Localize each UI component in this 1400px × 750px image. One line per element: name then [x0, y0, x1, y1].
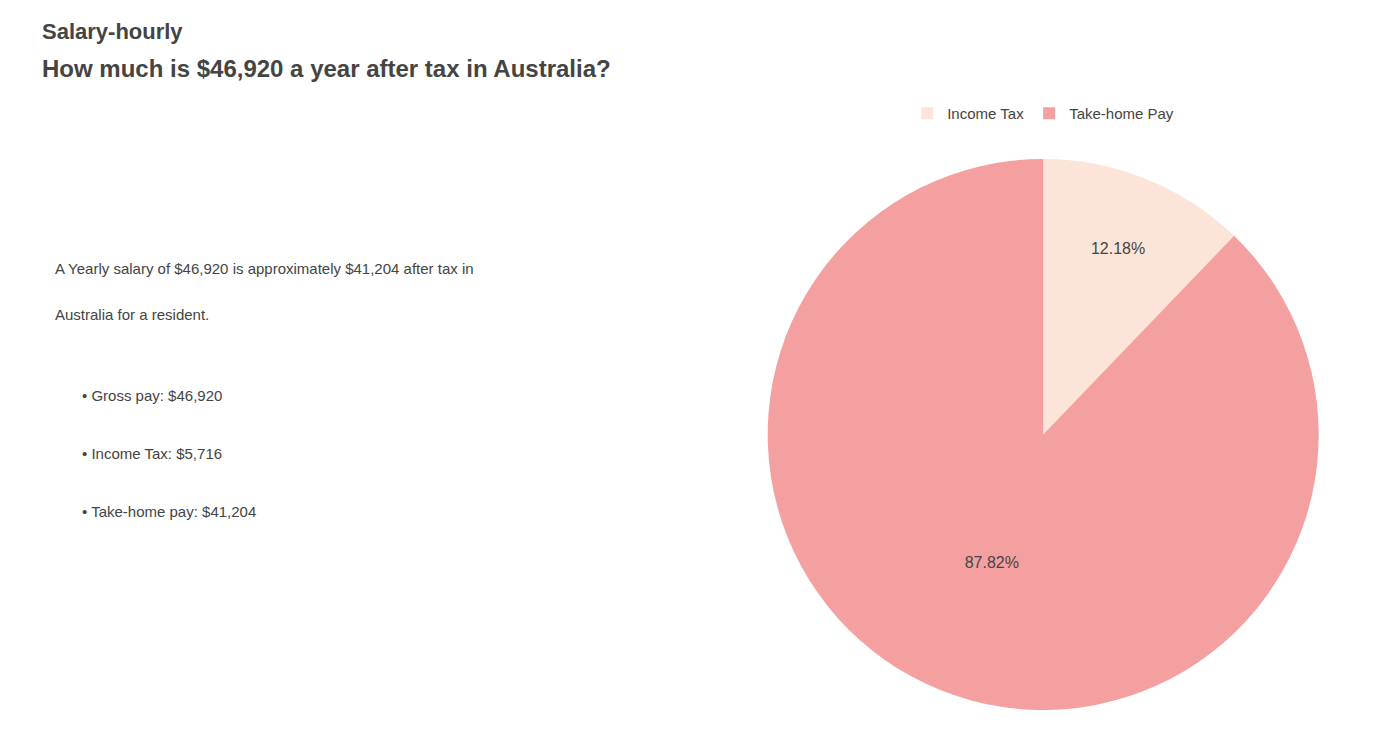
- svg-text:How much is $46,920 a year aft: How much is $46,920 a year after tax in …: [42, 55, 611, 82]
- svg-text:87.82%: 87.82%: [965, 554, 1019, 571]
- svg-text:A Yearly salary of $46,920 is: A Yearly salary of $46,920 is approximat…: [55, 260, 474, 277]
- svg-text:• Gross pay: $46,920: • Gross pay: $46,920: [82, 387, 222, 404]
- svg-text:Take-home Pay: Take-home Pay: [1069, 105, 1174, 122]
- svg-text:• Take-home pay: $41,204: • Take-home pay: $41,204: [82, 503, 256, 520]
- svg-text:Salary-hourly: Salary-hourly: [42, 19, 183, 44]
- svg-text:• Income Tax: $5,716: • Income Tax: $5,716: [82, 445, 222, 462]
- svg-text:Australia for a resident.: Australia for a resident.: [55, 306, 209, 323]
- svg-text:12.18%: 12.18%: [1091, 240, 1145, 257]
- svg-text:Income Tax: Income Tax: [947, 105, 1024, 122]
